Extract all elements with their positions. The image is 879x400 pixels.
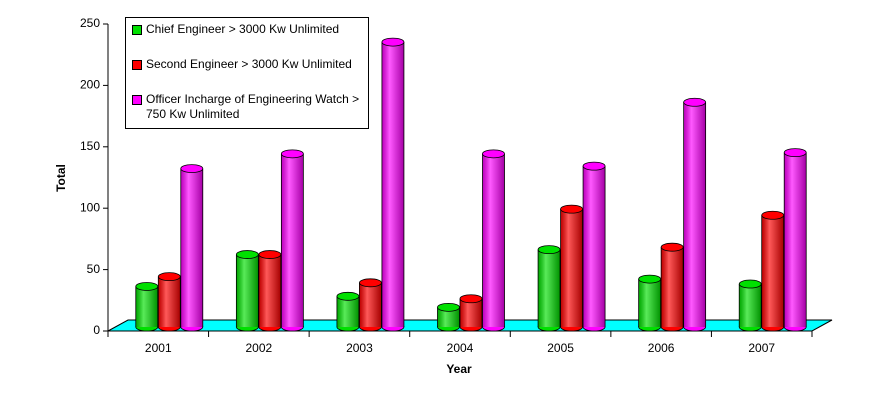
bar	[638, 274, 662, 332]
bar-shade	[281, 153, 304, 327]
bar-shade	[381, 42, 404, 327]
x-tick-label: 2006	[648, 341, 675, 355]
bar	[280, 149, 304, 332]
x-tick-label: 2001	[145, 341, 172, 355]
y-tick-label: 100	[80, 200, 100, 214]
legend-swatch	[132, 95, 142, 105]
bar-top	[157, 272, 181, 282]
bar-shade	[739, 284, 762, 327]
bar-top	[280, 149, 304, 159]
bar	[482, 149, 505, 332]
bar-top	[437, 302, 460, 312]
bar-shade	[583, 166, 606, 327]
bar-top	[560, 204, 583, 214]
bar-shade	[661, 247, 684, 327]
bar-top	[359, 278, 382, 288]
x-tick-label: 2004	[447, 341, 474, 355]
bar	[738, 279, 762, 332]
x-tick-label: 2007	[748, 341, 775, 355]
bar	[783, 148, 807, 332]
bar-top	[482, 149, 505, 159]
y-axis-label: Total	[54, 164, 68, 192]
bar-shade	[359, 282, 382, 327]
x-tick-label: 2005	[547, 341, 574, 355]
bar	[157, 272, 181, 332]
bar-top	[660, 242, 684, 252]
bar-shade	[437, 307, 460, 327]
bar	[537, 245, 561, 332]
bar-shade	[538, 249, 561, 327]
bar-shade	[784, 152, 807, 327]
bar-shade	[638, 279, 661, 327]
legend-item: Second Engineer > 3000 Kw Unlimited	[132, 57, 364, 72]
bar-top	[135, 282, 159, 291]
bar-top	[761, 210, 785, 220]
bar	[180, 164, 204, 332]
y-tick-label: 0	[93, 323, 100, 337]
legend-label: Chief Engineer > 3000 Kw Unlimited	[146, 22, 340, 36]
x-axis-label: Year	[446, 362, 472, 376]
bar-top	[537, 245, 561, 255]
bar	[560, 204, 583, 332]
bar-shade	[482, 153, 505, 327]
bar-top	[235, 250, 259, 259]
bar-top	[381, 37, 405, 47]
bar-shade	[180, 168, 203, 327]
legend-swatch	[132, 60, 142, 70]
bar	[582, 161, 606, 332]
y-tick-label: 50	[87, 262, 101, 276]
bar	[135, 282, 159, 332]
legend-label: Officer Incharge of Engineering Watch > …	[146, 92, 360, 121]
x-tick-label: 2002	[246, 341, 273, 355]
legend-item: Chief Engineer > 3000 Kw Unlimited	[132, 22, 364, 37]
bar	[660, 242, 684, 332]
legend-item: Officer Incharge of Engineering Watch > …	[132, 92, 364, 122]
bar	[459, 294, 483, 332]
bar-shade	[258, 254, 281, 327]
y-tick-label: 150	[80, 139, 100, 153]
bar-top	[783, 148, 807, 158]
bar-shade	[236, 254, 259, 327]
bar	[381, 37, 405, 332]
bar	[683, 97, 707, 332]
bar	[761, 210, 785, 332]
bar	[437, 302, 460, 332]
bar-top	[638, 274, 662, 284]
bar-top	[336, 291, 360, 301]
bar-shade	[460, 298, 482, 327]
legend-label: Second Engineer > 3000 Kw Unlimited	[146, 57, 352, 71]
legend-swatch	[132, 25, 142, 35]
bar-shade	[761, 215, 784, 327]
y-tick-label: 200	[80, 78, 100, 92]
bar-shade	[683, 102, 706, 327]
bar-shade	[560, 209, 583, 327]
legend: Chief Engineer > 3000 Kw Unlimited Second…	[125, 17, 369, 129]
bar	[235, 250, 259, 332]
bar-top	[180, 164, 204, 173]
bar-shade	[135, 286, 158, 327]
bar	[336, 291, 360, 332]
x-tick-label: 2003	[346, 341, 373, 355]
bar-top	[738, 279, 762, 289]
bar-top	[683, 97, 707, 107]
bar-shade	[158, 276, 181, 327]
bar-top	[258, 250, 282, 259]
bar	[359, 278, 382, 332]
bar	[258, 250, 282, 332]
bar-top	[459, 294, 483, 304]
bar-top	[582, 161, 606, 171]
bar-shade	[336, 296, 359, 327]
y-tick-label: 250	[80, 16, 100, 30]
